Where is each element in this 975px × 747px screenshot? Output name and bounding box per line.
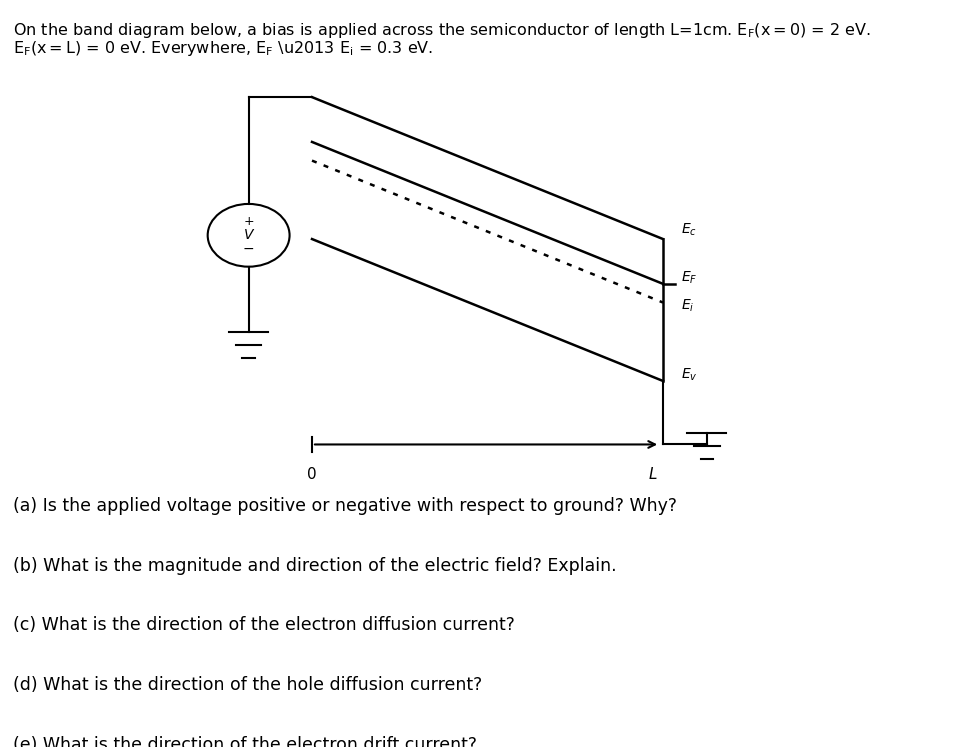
Text: $E_v$: $E_v$ [681,367,697,383]
Text: $E_i$: $E_i$ [681,297,694,314]
Text: L: L [649,467,657,482]
Text: V: V [244,229,254,242]
Text: −: − [243,242,254,255]
Text: (b) What is the magnitude and direction of the electric field? Explain.: (b) What is the magnitude and direction … [13,557,616,574]
Text: (d) What is the direction of the hole diffusion current?: (d) What is the direction of the hole di… [13,676,482,694]
Text: (e) What is the direction of the electron drift current?: (e) What is the direction of the electro… [13,736,477,747]
Text: On the band diagram below, a bias is applied across the semiconductor of length : On the band diagram below, a bias is app… [13,21,871,40]
Text: (c) What is the direction of the electron diffusion current?: (c) What is the direction of the electro… [13,616,515,634]
Text: +: + [244,215,254,229]
Text: 0: 0 [307,467,317,482]
Text: $E_c$: $E_c$ [681,222,696,238]
Text: $E_F$: $E_F$ [681,270,697,286]
Text: $\mathrm{E_F(x{=}L)}$ = 0 eV. Everywhere, $\mathrm{E_F}$ \u2013 $\mathrm{E_i}$ =: $\mathrm{E_F(x{=}L)}$ = 0 eV. Everywhere… [13,39,433,58]
Text: (a) Is the applied voltage positive or negative with respect to ground? Why?: (a) Is the applied voltage positive or n… [13,497,677,515]
